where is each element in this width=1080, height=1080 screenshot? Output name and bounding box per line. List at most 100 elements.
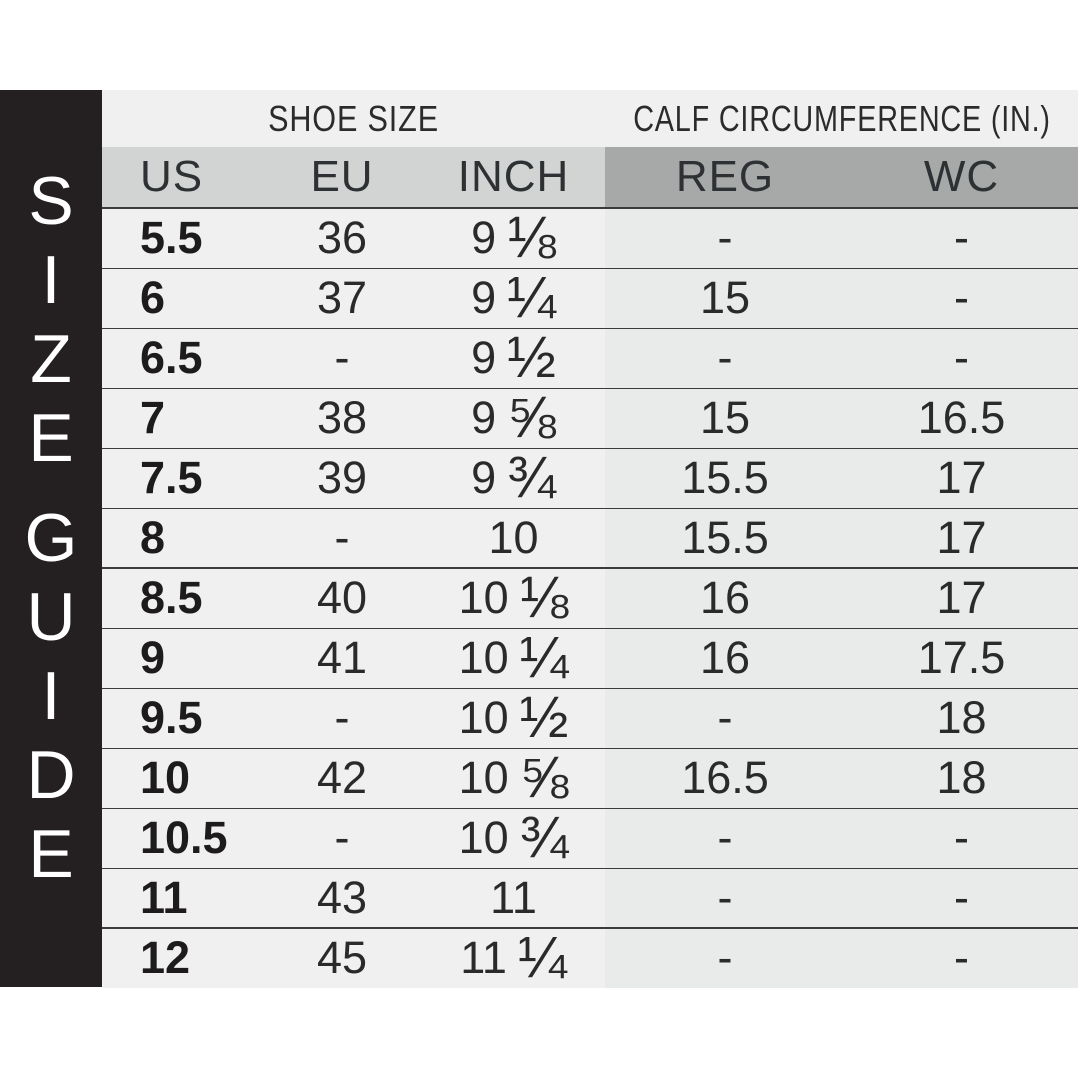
reg-cell: -	[605, 869, 845, 927]
wc-cell: -	[845, 809, 1078, 868]
table-row: 5.5 36 9 ⅛ - -	[102, 205, 1078, 270]
shoe-size-group-label: SHOE SIZE	[268, 97, 439, 139]
calf-circumference-group-header: CALF CIRCUMFERENCE (IN.)	[605, 90, 1078, 147]
wc-cell: 17	[845, 569, 1078, 628]
reg-cell: 16	[605, 569, 845, 628]
inch-fraction: ¼	[519, 625, 569, 690]
inch-fraction: ⅛	[507, 205, 556, 270]
banner-letter: G	[24, 500, 78, 576]
us-cell: 8.5	[102, 569, 262, 628]
column-header-us: US	[102, 147, 262, 207]
size-guide-banner: S I Z E G U I D E	[0, 90, 102, 987]
eu-cell: 45	[262, 929, 422, 988]
inch-fraction: ½	[507, 325, 556, 390]
us-cell: 7.5	[102, 449, 262, 508]
banner-letter: I	[41, 242, 61, 318]
table-row: 11 43 11 - -	[102, 867, 1078, 927]
wc-cell: -	[845, 869, 1078, 927]
us-cell: 5.5	[102, 209, 262, 268]
inch-cell: 10 ¼	[422, 625, 605, 690]
eu-cell: -	[262, 509, 422, 567]
inch-cell: 10 ⅛	[422, 565, 605, 630]
banner-letter: E	[28, 816, 74, 892]
wc-cell: 17.5	[845, 629, 1078, 688]
reg-cell: -	[605, 209, 845, 268]
inch-cell: 9 ½	[422, 325, 605, 390]
wc-cell: -	[845, 269, 1078, 328]
eu-cell: -	[262, 809, 422, 868]
us-cell: 8	[102, 509, 262, 567]
reg-cell: 15	[605, 269, 845, 328]
table-row: 8 - 10 15.5 17	[102, 507, 1078, 567]
inch-whole: 9	[471, 272, 497, 324]
wc-cell: 17	[845, 509, 1078, 567]
wc-cell: -	[845, 329, 1078, 388]
eu-cell: 37	[262, 269, 422, 328]
group-header-band: SHOE SIZE CALF CIRCUMFERENCE (IN.)	[102, 90, 1078, 147]
inch-whole: 11	[490, 872, 537, 923]
size-chart-table: SHOE SIZE CALF CIRCUMFERENCE (IN.) US EU…	[102, 90, 1078, 988]
inch-fraction: ¼	[507, 265, 556, 330]
us-cell: 7	[102, 389, 262, 448]
inch-fraction: ⅝	[519, 745, 569, 810]
inch-fraction: ¾	[507, 445, 556, 510]
banner-letter: E	[28, 400, 74, 476]
inch-fraction: ¾	[519, 805, 569, 870]
eu-cell: 40	[262, 569, 422, 628]
reg-cell: 15.5	[605, 509, 845, 567]
inch-cell: 9 ⅝	[422, 388, 605, 448]
inch-whole: 10	[458, 692, 509, 744]
table-row: 9 41 10 ¼ 16 17.5	[102, 625, 1078, 690]
wc-cell: 16.5	[845, 389, 1078, 448]
inch-fraction: ⅛	[519, 565, 569, 630]
inch-cell: 11 ¼	[422, 928, 605, 988]
reg-cell: -	[605, 809, 845, 868]
inch-whole: 9	[471, 392, 497, 444]
eu-cell: 42	[262, 749, 422, 808]
us-cell: 6	[102, 269, 262, 328]
eu-cell: -	[262, 689, 422, 748]
inch-whole: 9	[471, 452, 497, 504]
table-row: 7.5 39 9 ¾ 15.5 17	[102, 445, 1078, 510]
us-cell: 12	[102, 929, 262, 988]
eu-cell: 36	[262, 209, 422, 268]
inch-fraction: ½	[519, 685, 569, 750]
shoe-size-group-header: SHOE SIZE	[102, 90, 605, 147]
wc-cell: 17	[845, 449, 1078, 508]
inch-whole: 10	[458, 752, 509, 804]
eu-cell: 43	[262, 869, 422, 927]
table-body: 5.5 36 9 ⅛ - - 6 37 9 ¼ 15 - 6.5 - 9 ½	[102, 205, 1078, 988]
table-row: 12 45 11 ¼ - -	[102, 927, 1078, 988]
banner-letter: D	[26, 737, 76, 813]
reg-cell: -	[605, 689, 845, 748]
banner-letter: S	[28, 163, 74, 239]
inch-whole: 9	[471, 212, 497, 264]
inch-cell: 9 ¼	[422, 265, 605, 330]
column-header-row: US EU INCH REG WC	[102, 147, 1078, 207]
wc-cell: 18	[845, 689, 1078, 748]
us-cell: 11	[102, 869, 262, 927]
reg-cell: -	[605, 329, 845, 388]
us-cell: 10	[102, 749, 262, 808]
inch-whole: 10	[458, 812, 509, 864]
eu-cell: 38	[262, 389, 422, 448]
us-cell: 10.5	[102, 809, 262, 868]
inch-whole: 10	[458, 572, 509, 624]
inch-cell: 11	[422, 869, 605, 927]
table-row: 9.5 - 10 ½ - 18	[102, 685, 1078, 750]
banner-letter: Z	[30, 321, 72, 397]
calf-circumference-group-label: CALF CIRCUMFERENCE (IN.)	[632, 97, 1051, 139]
table-row: 6.5 - 9 ½ - -	[102, 325, 1078, 390]
table-row: 7 38 9 ⅝ 15 16.5	[102, 387, 1078, 448]
inch-cell: 10 ¾	[422, 805, 605, 870]
column-header-inch: INCH	[422, 147, 605, 207]
column-header-reg: REG	[605, 147, 845, 207]
us-cell: 9	[102, 629, 262, 688]
eu-cell: -	[262, 329, 422, 388]
inch-whole: 9	[471, 332, 497, 384]
eu-cell: 39	[262, 449, 422, 508]
eu-cell: 41	[262, 629, 422, 688]
column-header-eu: EU	[262, 147, 422, 207]
reg-cell: 16.5	[605, 749, 845, 808]
wc-cell: 18	[845, 749, 1078, 808]
